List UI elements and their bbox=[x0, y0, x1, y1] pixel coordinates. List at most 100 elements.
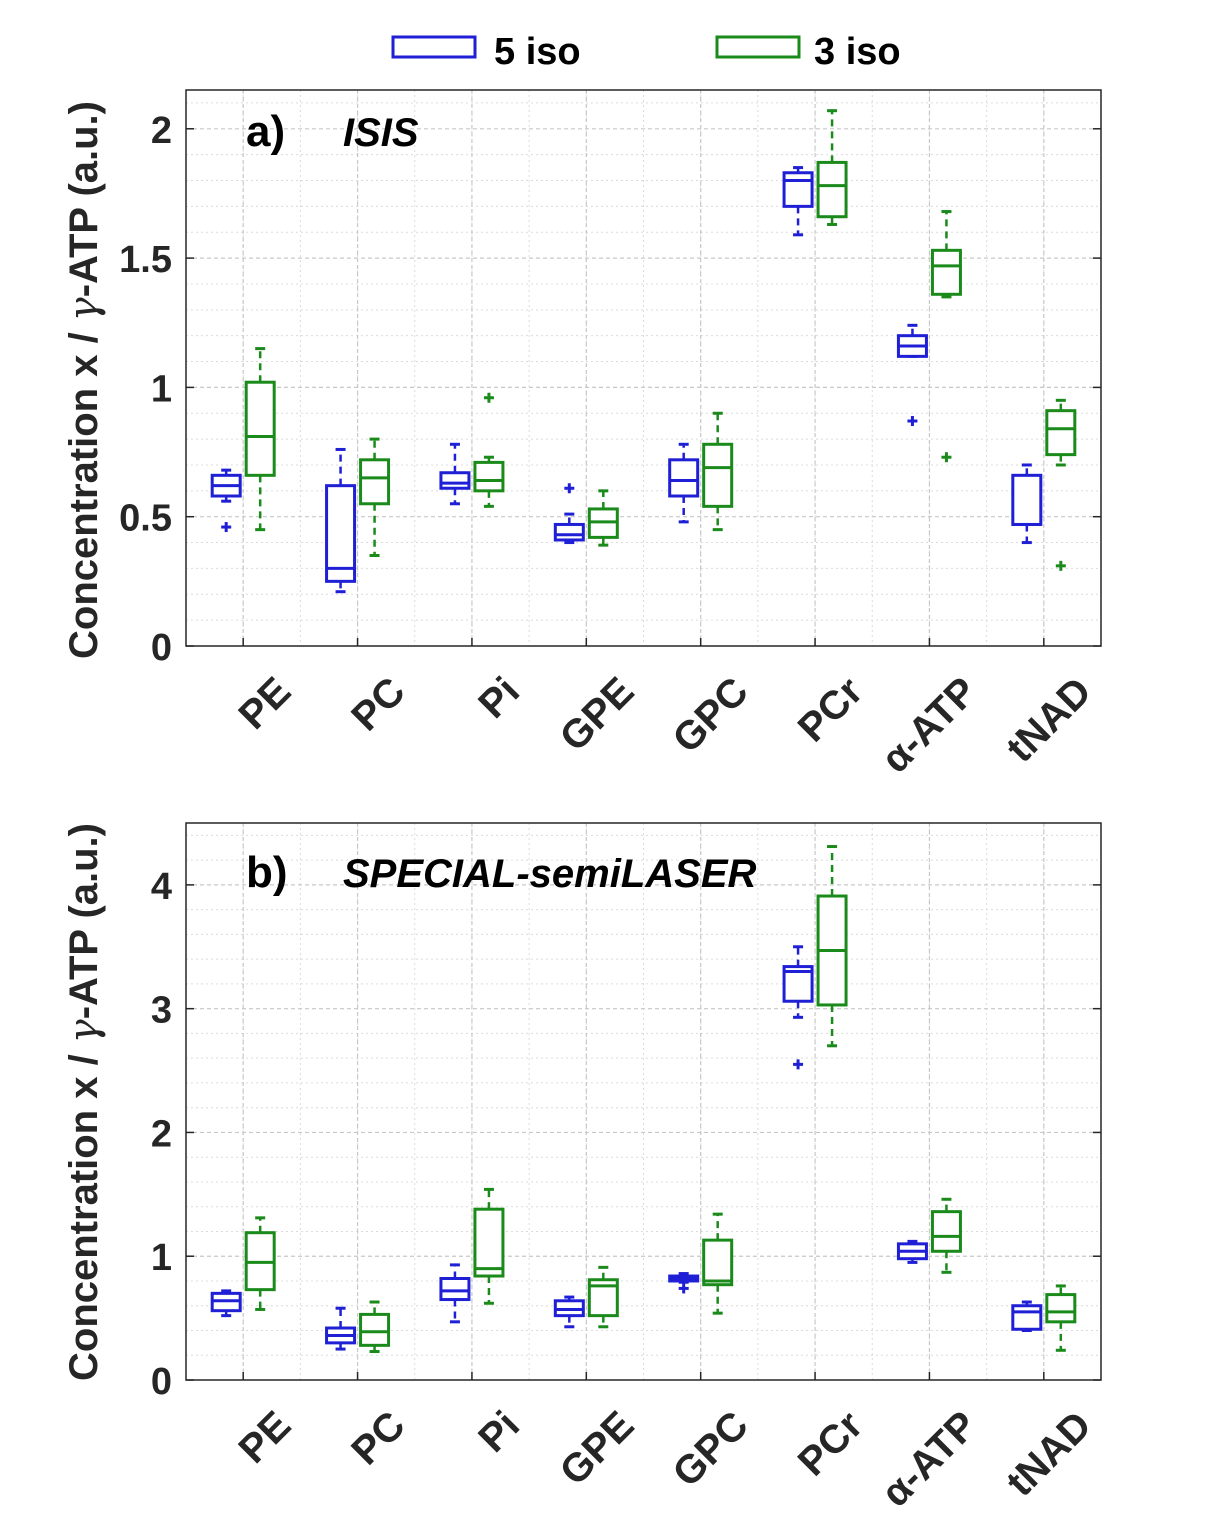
legend-label-3iso: 3 iso bbox=[814, 31, 901, 73]
panel-b-x-tick-label: GPC bbox=[664, 1403, 756, 1495]
panel-a-box-5iso bbox=[668, 442, 700, 524]
panel-a-y-ticks: 0 0.5 1 1.5 2 bbox=[119, 110, 1101, 669]
panel-b-x-tick-label: tNAD bbox=[998, 1403, 1100, 1505]
panel-b-label: b) bbox=[246, 848, 288, 897]
panel-b-chart: 0 1 2 3 4 PE PC Pi GPE GPC PCr α-ATP tNAD b) SPECIA… bbox=[61, 822, 1102, 1515]
panel-a-box-5iso bbox=[896, 323, 928, 427]
panel-a-box-5iso bbox=[782, 166, 814, 237]
panel-b-y-ticks: 0 1 2 3 4 bbox=[151, 866, 1101, 1403]
panel-a-y-label-suffix: -ATP (a.u.) bbox=[62, 101, 106, 297]
iqr-box bbox=[473, 460, 505, 493]
iqr-box bbox=[1011, 1304, 1043, 1331]
panel-a-x-ticks: PE PC Pi GPE GPC PCr α-ATP tNAD bbox=[231, 638, 1100, 781]
panel-a-x-tick-label: GPE bbox=[552, 669, 643, 760]
panel-a-y-tick-label: 0.5 bbox=[119, 498, 172, 540]
panel-a-y-tick-label: 1 bbox=[151, 368, 172, 410]
iqr-box bbox=[553, 522, 585, 542]
panel-a-box-3iso bbox=[359, 437, 391, 557]
panel-a-x-tick-label: GPC bbox=[664, 669, 756, 761]
panel-a-x-tick-label: PE bbox=[231, 669, 300, 738]
legend-swatch-5iso bbox=[391, 35, 477, 59]
panel-b-x-ticks: PE PC Pi GPE GPC PCr α-ATP tNAD bbox=[231, 1372, 1100, 1515]
panel-b-x-tick-label: α-ATP bbox=[873, 1403, 985, 1515]
panel-b-box-3iso bbox=[816, 845, 848, 1048]
panel-b-y-tick-label: 0 bbox=[151, 1361, 172, 1403]
iqr-box bbox=[782, 171, 814, 208]
legend: 5 iso 3 iso bbox=[391, 31, 901, 73]
panel-b-box-3iso bbox=[359, 1300, 391, 1354]
iqr-box bbox=[930, 248, 962, 296]
panel-a-box-3iso bbox=[587, 489, 619, 547]
panel-a-x-tick-label: PC bbox=[343, 669, 413, 739]
iqr-box bbox=[359, 1312, 391, 1347]
panel-b-axes-frame bbox=[185, 822, 1102, 1381]
panel-b-box-5iso bbox=[782, 945, 814, 1070]
panel-b-y-label-suffix: -ATP (a.u.) bbox=[62, 823, 106, 1019]
iqr-box bbox=[439, 1277, 471, 1302]
panel-b-x-tick-label: PE bbox=[231, 1403, 300, 1472]
panel-b-x-tick-label: PC bbox=[343, 1403, 413, 1473]
panel-a-y-label-prefix: Concentration x / bbox=[62, 321, 106, 659]
iqr-box bbox=[325, 484, 357, 583]
panel-a-box-3iso bbox=[244, 347, 276, 532]
panel-b-y-tick-label: 4 bbox=[151, 866, 172, 908]
panel-b-box-3iso bbox=[244, 1216, 276, 1311]
panel-b-y-tick-label: 3 bbox=[151, 990, 172, 1032]
panel-a-y-label-gamma: γ bbox=[61, 297, 107, 321]
panel-a-x-tick-label: PCr bbox=[790, 669, 871, 750]
panel-b-box-3iso bbox=[702, 1212, 734, 1315]
iqr-box bbox=[439, 471, 471, 490]
panel-b-box-5iso bbox=[668, 1272, 700, 1294]
panel-b-grid bbox=[186, 823, 1101, 1380]
iqr-box bbox=[668, 458, 700, 498]
panel-b-box-5iso bbox=[1011, 1300, 1043, 1332]
panel-b-box-3iso bbox=[1045, 1284, 1077, 1352]
iqr-box bbox=[930, 1210, 962, 1253]
panel-b-box-5iso bbox=[439, 1263, 471, 1324]
iqr-box bbox=[702, 1238, 734, 1287]
iqr-box bbox=[1011, 473, 1043, 526]
panel-a-y-tick-label: 0 bbox=[151, 627, 172, 669]
legend-label-5iso: 5 iso bbox=[494, 31, 581, 73]
iqr-box bbox=[1045, 1293, 1077, 1324]
panel-a-box-5iso bbox=[325, 447, 357, 594]
panel-b-y-tick-label: 2 bbox=[151, 1113, 172, 1155]
panel-a-box-5iso bbox=[1011, 463, 1043, 545]
panel-b-box-5iso bbox=[210, 1289, 242, 1318]
panel-a-box-5iso bbox=[439, 442, 471, 506]
iqr-box bbox=[702, 442, 734, 508]
panel-b-title: SPECIAL-semiLASER bbox=[343, 852, 757, 896]
panel-a-box-5iso bbox=[553, 483, 585, 545]
panel-a-label: a) bbox=[246, 107, 285, 156]
panel-a-chart: 0 0.5 1 1.5 2 PE PC Pi GPE GPC PCr α-ATP tNAD a) IS… bbox=[61, 89, 1102, 781]
panel-a-y-tick-label: 2 bbox=[151, 110, 172, 152]
panel-b-x-tick-label: Pi bbox=[470, 1403, 528, 1461]
panel-a-box-3iso bbox=[702, 411, 734, 532]
legend-swatch-3iso bbox=[715, 35, 801, 59]
iqr-box bbox=[473, 1207, 505, 1278]
iqr-box bbox=[359, 458, 391, 506]
panel-b-box-5iso bbox=[325, 1306, 357, 1351]
panel-a-y-axis-label: Concentration x / γ-ATP (a.u.) bbox=[61, 101, 107, 659]
panel-b-y-tick-label: 1 bbox=[151, 1237, 172, 1279]
iqr-box bbox=[816, 160, 848, 219]
panel-a-x-tick-label: α-ATP bbox=[873, 669, 985, 781]
iqr-box bbox=[1045, 409, 1077, 457]
panel-b-x-tick-label: GPE bbox=[552, 1403, 643, 1494]
iqr-box bbox=[244, 380, 276, 477]
panel-b-y-label-prefix: Concentration x / bbox=[62, 1043, 106, 1381]
panel-b-boxes bbox=[210, 845, 1077, 1354]
panel-a-box-3iso bbox=[930, 210, 962, 463]
panel-a-box-3iso bbox=[1045, 398, 1077, 571]
panel-a-title: ISIS bbox=[343, 111, 419, 155]
panel-b-x-tick-label: PCr bbox=[790, 1403, 871, 1484]
panel-b-box-3iso bbox=[930, 1197, 962, 1274]
panel-b-box-5iso bbox=[553, 1295, 585, 1329]
panel-a-grid bbox=[186, 90, 1101, 646]
panel-b-y-label-gamma: γ bbox=[61, 1019, 107, 1043]
panel-a-box-5iso bbox=[210, 468, 242, 533]
panel-a-box-3iso bbox=[816, 109, 848, 226]
panel-a-x-tick-label: tNAD bbox=[998, 669, 1100, 771]
panel-b-box-5iso bbox=[896, 1239, 928, 1264]
